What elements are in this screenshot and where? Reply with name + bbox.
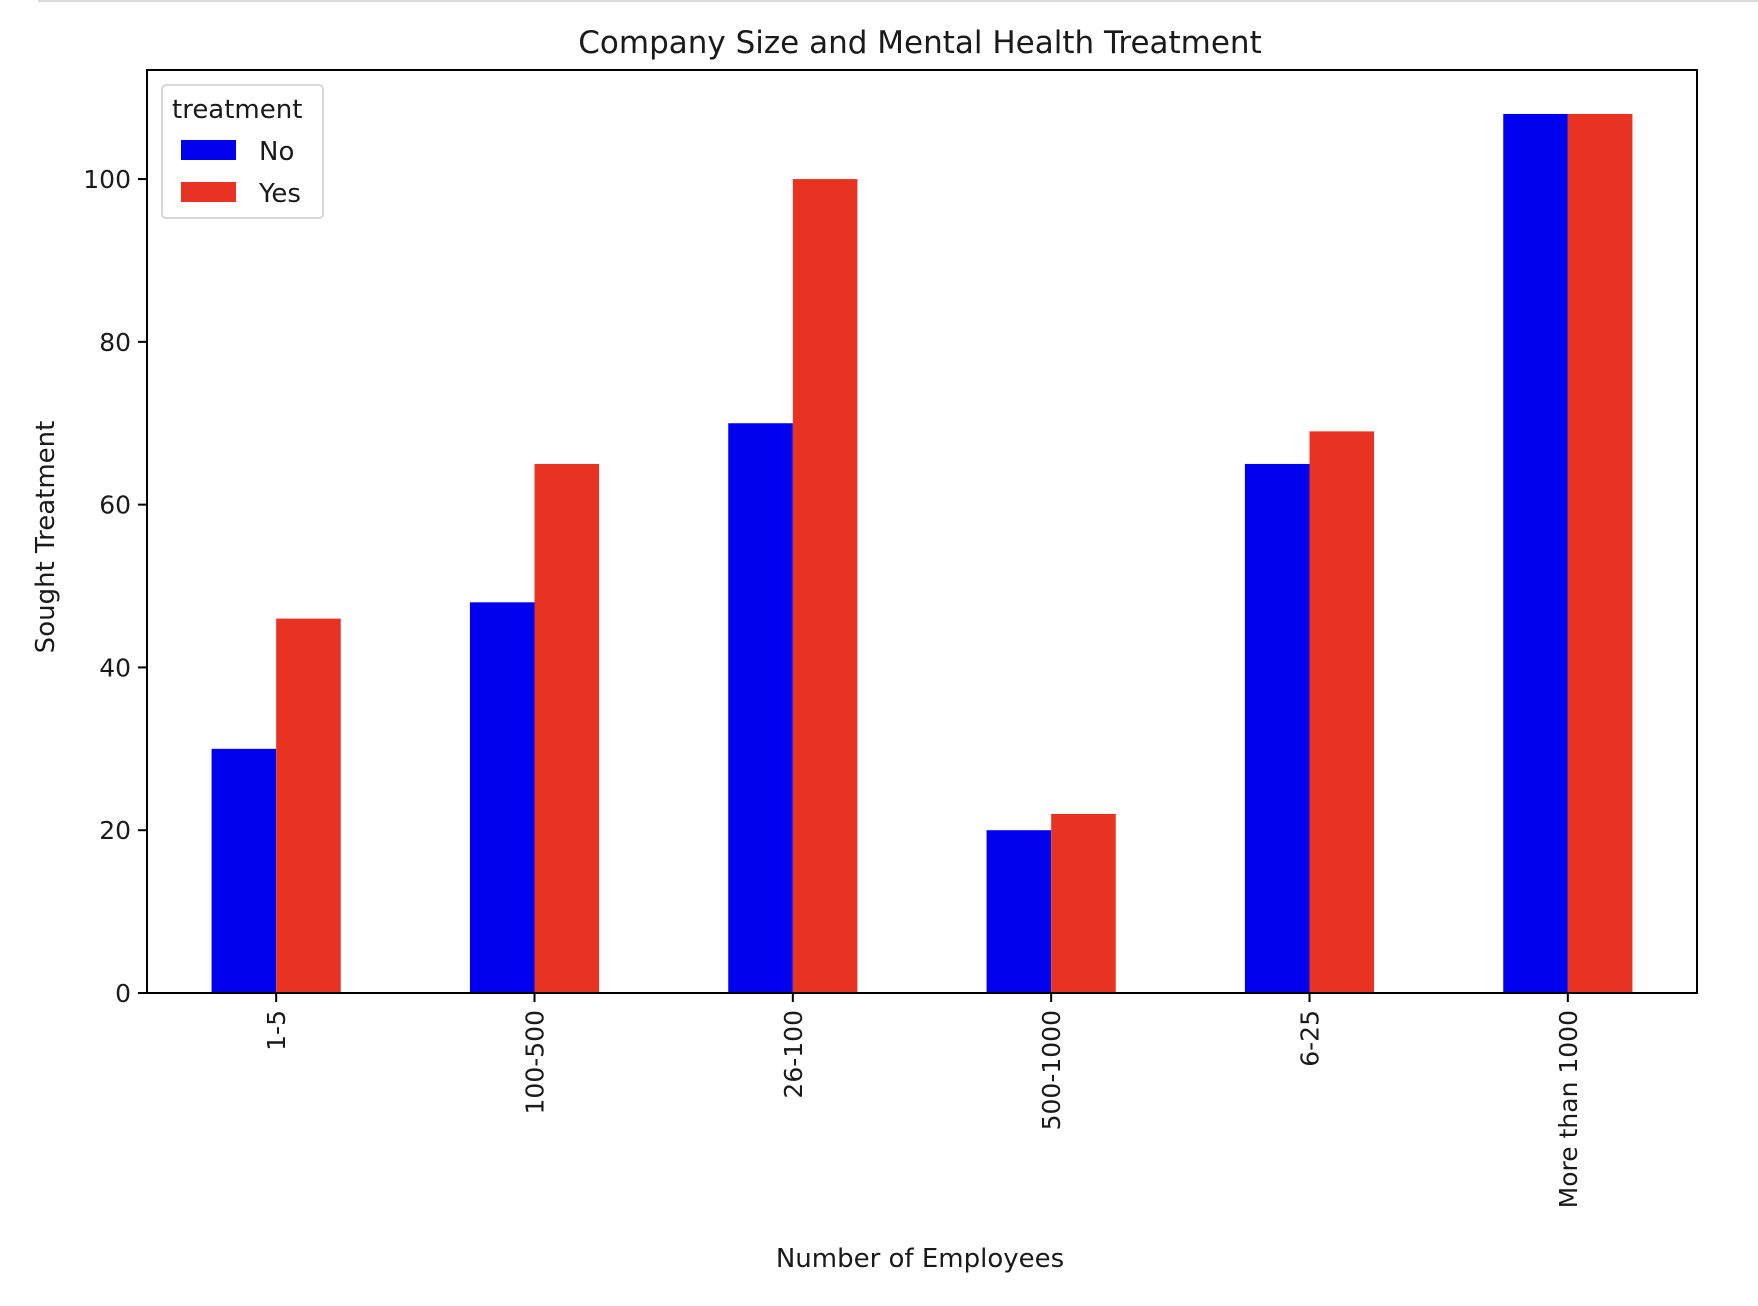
- x-tick-label: 500-1000: [1037, 1010, 1066, 1130]
- legend-label-yes: Yes: [258, 179, 301, 209]
- bar-no-26-100: [728, 423, 793, 993]
- y-tick-label: 100: [83, 165, 131, 194]
- top-divider: [38, 0, 1758, 2]
- x-tick-label: 1-5: [262, 1010, 291, 1051]
- bar-yes-100-500: [534, 463, 600, 993]
- y-tick-label: 40: [99, 653, 131, 682]
- legend: treatment No Yes: [161, 84, 324, 219]
- bar-no-100-500: [469, 602, 535, 993]
- y-tick-label: 20: [99, 816, 131, 845]
- y-tick-label: 0: [115, 979, 131, 1008]
- x-tick-label: 100-500: [521, 1010, 550, 1114]
- bar-yes-6-25: [1309, 431, 1375, 993]
- legend-swatch-yes: [181, 182, 236, 202]
- bars-layer: [211, 113, 1633, 993]
- bar-yes-more-than-1000: [1567, 113, 1633, 993]
- bar-no-6-25: [1244, 463, 1310, 993]
- legend-title: treatment: [172, 95, 302, 125]
- bar-yes-26-100: [792, 179, 858, 993]
- x-axis-label: Number of Employees: [776, 1244, 1064, 1274]
- x-tick-label: 6-25: [1296, 1010, 1325, 1067]
- bar-no-1-5: [211, 748, 277, 993]
- axes-layer: 0 20 40 60 80 100 1-5 100-500 26-100 500-1000 6-25…: [83, 69, 1698, 1208]
- bar-yes-1-5: [276, 618, 341, 993]
- chart-title: Company Size and Mental Health Treatment: [578, 25, 1261, 61]
- legend-swatch-no: [181, 140, 236, 160]
- x-tick-label: 26-100: [779, 1010, 808, 1099]
- bar-no-500-1000: [986, 830, 1052, 993]
- x-tick-label: More than 1000: [1554, 1010, 1583, 1208]
- bar-no-more-than-1000: [1503, 113, 1568, 993]
- legend-label-no: No: [259, 137, 294, 167]
- y-tick-label: 80: [99, 328, 131, 357]
- y-axis-label: Sought Treatment: [31, 421, 61, 654]
- y-tick-label: 60: [99, 491, 131, 520]
- bar-yes-500-1000: [1051, 813, 1116, 993]
- plot-frame: [146, 69, 1698, 994]
